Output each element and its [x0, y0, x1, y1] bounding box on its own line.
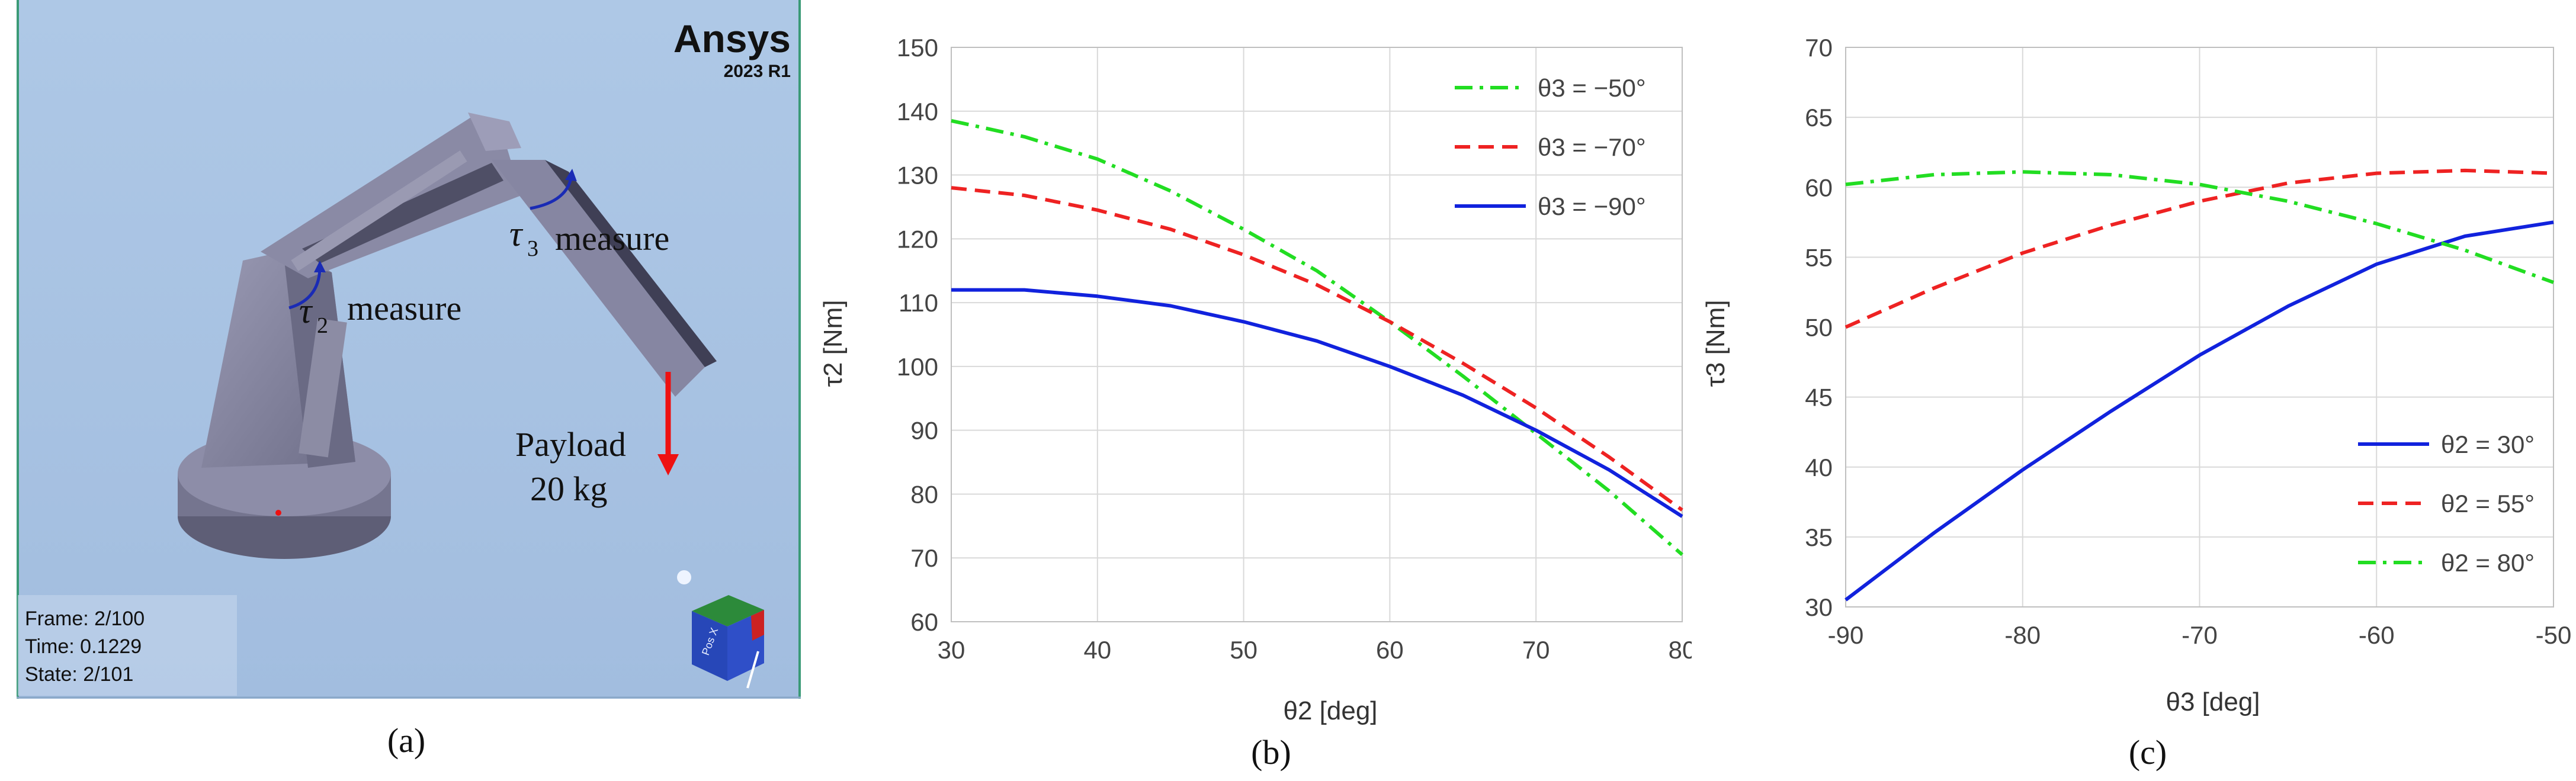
chart-c-ytick-label: 55 [1805, 243, 1833, 271]
upper-actuator-rod [291, 150, 467, 271]
chart-c-legend-label: θ2 = 80° [2441, 549, 2535, 577]
orientation-cube[interactable]: Pos X [692, 595, 764, 689]
forearm-dark-side [545, 160, 717, 367]
robot-arm-model [178, 113, 717, 559]
chart-b-background [809, 0, 1692, 781]
tau3-rotation-arrow [530, 169, 577, 210]
chart-c-ytick-label: 65 [1805, 104, 1833, 131]
chart-b-legend-label: θ3 = −50° [1538, 74, 1646, 102]
payload-mass: 20 kg [530, 470, 608, 508]
chart-b-ytick-label: 90 [910, 417, 938, 445]
chart-b-ytick-label: 120 [897, 225, 938, 253]
chart-c-series-line [1844, 168, 2554, 329]
chart-b-legend-label: θ3 = −70° [1538, 133, 1646, 161]
tau3-symbol: τ [509, 214, 524, 253]
chart-c-xtick-label: -60 [2359, 621, 2395, 649]
chart-b-xtick-label: 30 [938, 636, 965, 664]
base-actuator [299, 318, 347, 458]
chart-c-caption: (c) [2129, 733, 2167, 772]
chart-c-background [1692, 0, 2576, 781]
chart-c-ytick-label: 45 [1805, 384, 1833, 412]
tau3-measure-label: measure [555, 219, 669, 258]
chart-b-xtick-label: 70 [1522, 636, 1550, 664]
chart-c-ytick-label: 50 [1805, 314, 1833, 342]
chart-c-legend-label: θ2 = 30° [2441, 430, 2535, 458]
chart-c-legend-label: θ2 = 55° [2441, 490, 2535, 518]
status-overlay [18, 595, 237, 696]
cube-axis-line [746, 651, 759, 689]
chart-b-ytick-label: 70 [910, 544, 938, 572]
chart-b-plot-frame [951, 47, 1683, 622]
chart-b-ytick-label: 110 [899, 289, 938, 317]
chart-c-tau3-vs-theta3: 30 35 40 45 50 55 60 65 70 -90 -80 -70 -60 -50 θ2 = 3… [1692, 0, 2576, 781]
chart-b-ytick-label: 80 [910, 480, 938, 508]
chart-b-series-line [951, 186, 1683, 512]
chart-b-ytick-label: 140 [897, 98, 938, 126]
chart-b-series-line [951, 288, 1683, 518]
chart-b-ytick-label: 60 [910, 608, 938, 636]
frame-counter: Frame: 2/100 [25, 608, 145, 630]
chart-b-caption: (b) [1251, 733, 1291, 772]
caption-a: (a) [387, 721, 425, 760]
chart-b-xtick-label: 60 [1376, 636, 1404, 664]
chart-c-ytick-label: 60 [1805, 173, 1833, 201]
state-counter: State: 2/101 [25, 663, 133, 686]
simulation-panel: Ansys 2023 R1 τ 2 measure [17, 0, 801, 760]
forearm-link [492, 160, 705, 397]
chart-c-xtick-label: -50 [2536, 621, 2572, 649]
chart-c-series-line [1844, 220, 2554, 602]
chart-c-ylabel: τ3 [Nm] [1701, 300, 1730, 387]
base-center-marker [275, 510, 281, 516]
chart-b-ytick-label: 130 [897, 162, 938, 189]
chart-b-xlabel: θ2 [deg] [1283, 696, 1377, 725]
cube-top-face [692, 595, 764, 626]
ansys-logo: Ansys [673, 17, 791, 60]
chart-b-tau2-vs-theta2: 60 70 80 90 100 110 120 130 140 150 30 40 50 60 70 80 θ… [809, 0, 1692, 781]
ansys-version: 2023 R1 [724, 62, 791, 81]
chart-b-xtick-label: 80 [1669, 636, 1692, 664]
chart-b-ylabel: τ2 [Nm] [819, 300, 848, 387]
tau2-measure-label: measure [347, 289, 461, 327]
chart-c-ytick-label: 70 [1805, 34, 1833, 62]
chart-c-ytick-label: 30 [1805, 593, 1833, 621]
time-readout: Time: 0.1229 [25, 635, 142, 658]
chart-c-xtick-label: -70 [2182, 621, 2218, 649]
chart-b-ytick-label: 150 [897, 34, 938, 62]
chart-c-xtick-label: -90 [1828, 621, 1864, 649]
tau3-subscript: 3 [527, 236, 538, 261]
chart-c-xtick-label: -80 [2004, 621, 2041, 649]
chart-c-ytick-label: 40 [1805, 454, 1833, 481]
tau2-subscript: 2 [317, 313, 328, 338]
chart-b-xtick-label: 50 [1230, 636, 1257, 664]
upper-arm-slot [302, 163, 503, 263]
shoulder-joint [468, 113, 521, 151]
chart-b-series-line [951, 118, 1683, 557]
tau2-rotation-arrow [288, 261, 326, 310]
chart-c-ytick-label: 35 [1805, 523, 1833, 551]
chart-b-xtick-label: 40 [1083, 636, 1111, 664]
light-marker [677, 570, 691, 584]
chart-c-xlabel: θ3 [deg] [2166, 687, 2260, 716]
cube-red-face [751, 610, 764, 641]
chart-b-ytick-label: 100 [897, 353, 938, 381]
chart-b-legend-label: θ3 = −90° [1538, 192, 1646, 220]
chart-c-series-line [1845, 170, 2555, 284]
cube-front-face [692, 611, 727, 681]
tau2-symbol: τ [299, 291, 313, 330]
payload-label: Payload [515, 425, 626, 464]
